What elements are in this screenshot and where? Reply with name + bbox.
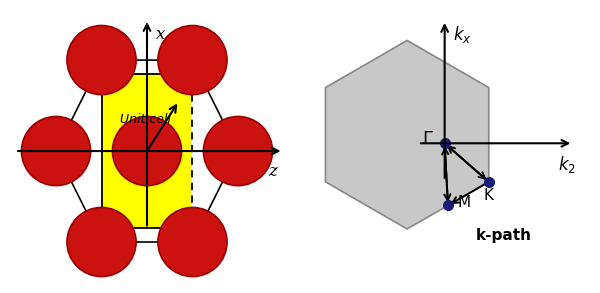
Circle shape	[67, 25, 136, 95]
Text: $k_2$: $k_2$	[558, 154, 576, 175]
Circle shape	[112, 117, 182, 186]
Circle shape	[22, 117, 91, 186]
Circle shape	[158, 25, 227, 95]
Circle shape	[158, 207, 227, 277]
Text: x: x	[156, 26, 166, 43]
Text: k-path: k-path	[476, 228, 532, 243]
Circle shape	[67, 207, 136, 277]
Text: Unit cell: Unit cell	[119, 113, 170, 126]
Text: M: M	[457, 195, 470, 210]
Text: $\Gamma$: $\Gamma$	[422, 130, 433, 148]
Text: K: K	[484, 188, 494, 203]
Polygon shape	[325, 40, 489, 229]
Text: $k_x$: $k_x$	[453, 24, 472, 45]
Circle shape	[203, 117, 272, 186]
Text: z: z	[268, 163, 277, 180]
Polygon shape	[101, 74, 193, 228]
